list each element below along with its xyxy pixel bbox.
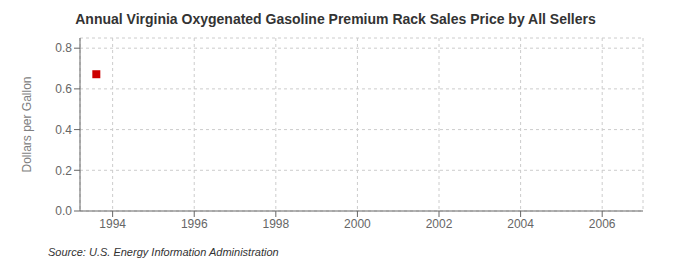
svg-text:1996: 1996	[181, 217, 208, 231]
svg-text:0.4: 0.4	[55, 123, 72, 137]
svg-text:2000: 2000	[344, 217, 371, 231]
svg-text:0.8: 0.8	[55, 41, 72, 55]
svg-text:2002: 2002	[426, 217, 453, 231]
svg-text:0.2: 0.2	[55, 164, 72, 178]
svg-text:2006: 2006	[589, 217, 616, 231]
svg-text:1994: 1994	[99, 217, 126, 231]
svg-text:0.6: 0.6	[55, 82, 72, 96]
svg-text:1998: 1998	[262, 217, 289, 231]
svg-text:2004: 2004	[507, 217, 534, 231]
html-text:Annual Virginia Oxygenated Gas: Annual Virginia Oxygenated Gasoline Prem…	[75, 11, 596, 27]
html-text:Source: U.S. Energy Informatio: Source: U.S. Energy Information Administ…	[48, 246, 279, 258]
svg-text:0.0: 0.0	[55, 204, 72, 218]
svg-text:Dollars per Gallon: Dollars per Gallon	[20, 76, 34, 172]
